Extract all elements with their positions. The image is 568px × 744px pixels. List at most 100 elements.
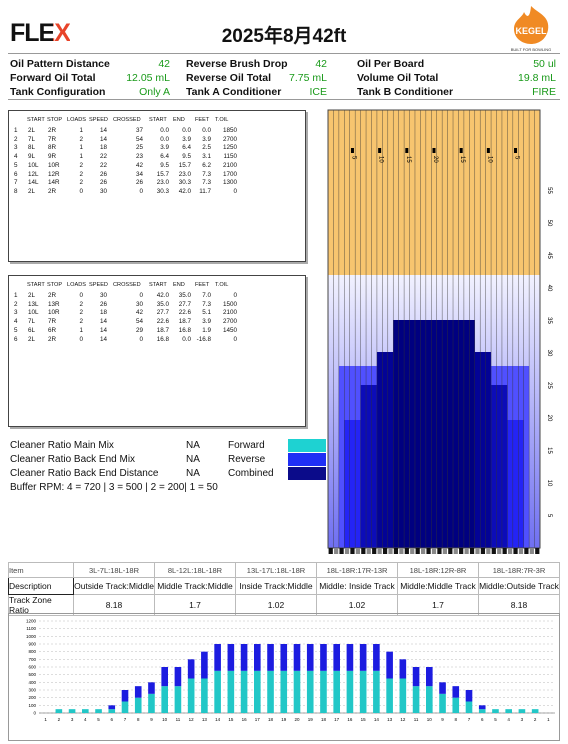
board-label: 15 bbox=[459, 156, 465, 163]
table-cell: 26 bbox=[99, 179, 107, 187]
table-cell: 6R bbox=[48, 326, 57, 334]
brand-tagline: BUILT FOR BOWLING bbox=[511, 47, 552, 52]
table-cell: 2R bbox=[48, 335, 57, 343]
table-cell: 2 bbox=[14, 300, 18, 308]
info-label: Tank B Conditioner bbox=[357, 86, 454, 98]
table-cell: 2 bbox=[14, 135, 18, 143]
bar bbox=[452, 686, 460, 698]
zone-cell: Inside Track:Middle bbox=[235, 577, 317, 595]
table-cell: 2700 bbox=[222, 135, 237, 143]
table-cell: 1850 bbox=[222, 127, 237, 134]
column-header: LOADS bbox=[67, 282, 86, 288]
oil-block bbox=[393, 320, 475, 548]
x-tick-label: 3 bbox=[71, 717, 74, 722]
x-tick-label: 9 bbox=[150, 717, 153, 722]
table-cell: 4 bbox=[14, 153, 18, 161]
table-cell: 1 bbox=[14, 292, 18, 299]
table-cell: 16.8 bbox=[178, 326, 191, 334]
foul-marker bbox=[410, 548, 415, 554]
zone-cell: 18L-18R:17R-13R bbox=[316, 562, 398, 578]
table-cell: 5.1 bbox=[202, 309, 211, 317]
board-label: 5 bbox=[350, 156, 356, 160]
table-cell: 22.6 bbox=[156, 318, 169, 326]
bar bbox=[254, 670, 261, 713]
brand-logo: KEGEL BUILT FOR BOWLING bbox=[511, 6, 552, 52]
bar bbox=[426, 686, 433, 713]
foul-marker bbox=[459, 548, 464, 554]
column-header: LOADS bbox=[67, 117, 86, 123]
x-tick-label: 14 bbox=[215, 717, 221, 722]
x-tick-label: 4 bbox=[84, 717, 87, 722]
foul-marker bbox=[377, 548, 382, 554]
y-tick-label: 400 bbox=[28, 680, 36, 685]
x-tick-label: 17 bbox=[334, 717, 340, 722]
foul-marker bbox=[339, 548, 344, 554]
table-cell: 0 bbox=[233, 187, 237, 195]
arrow-marker bbox=[459, 148, 463, 153]
table-cell: 0 bbox=[233, 292, 237, 299]
y-tick-label: 0 bbox=[33, 711, 36, 716]
bar bbox=[373, 644, 380, 671]
table-cell: -16.8 bbox=[196, 335, 211, 343]
table-cell: 27.7 bbox=[156, 309, 169, 317]
table-cell: 25 bbox=[135, 144, 143, 152]
table-cell: 0 bbox=[139, 187, 143, 195]
table-cell: 2100 bbox=[222, 309, 237, 317]
distance-label: 45 bbox=[546, 252, 552, 259]
table-cell: 23.0 bbox=[178, 170, 191, 178]
foul-marker bbox=[393, 548, 399, 554]
table-cell: 2R bbox=[48, 127, 57, 134]
board-label: 15 bbox=[405, 156, 411, 163]
legend-swatch bbox=[288, 467, 326, 480]
table-cell: 2R bbox=[48, 187, 57, 195]
table-cell: 42 bbox=[135, 161, 143, 169]
zone-cell: 1.02 bbox=[316, 594, 398, 616]
bar bbox=[492, 709, 499, 713]
x-tick-label: 7 bbox=[124, 717, 127, 722]
column-header: STOP bbox=[47, 117, 63, 123]
table-cell: 2 bbox=[79, 309, 83, 317]
table-cell: 37 bbox=[135, 127, 143, 134]
info-label: Tank Configuration bbox=[10, 86, 106, 98]
table-cell: 0 bbox=[233, 335, 237, 343]
arrow-marker bbox=[378, 148, 382, 153]
x-tick-label: 8 bbox=[137, 717, 140, 722]
column-header: CROSSED bbox=[113, 117, 141, 123]
table-cell: 2L bbox=[28, 187, 36, 195]
foul-marker bbox=[388, 548, 393, 554]
bar bbox=[227, 644, 235, 671]
table-cell: 10L bbox=[28, 161, 39, 169]
info-value: 7.75 mL bbox=[289, 72, 327, 84]
table-cell: 13L bbox=[28, 300, 39, 308]
table-cell: 35.0 bbox=[156, 300, 169, 308]
info-value: 42 bbox=[315, 58, 327, 70]
table-cell: 1 bbox=[79, 326, 83, 334]
table-cell: 54 bbox=[135, 135, 143, 143]
table-cell: 42.0 bbox=[156, 292, 169, 299]
bar bbox=[254, 644, 261, 671]
bar bbox=[320, 644, 327, 671]
table-cell: 26 bbox=[135, 179, 143, 187]
info-label: Tank A Conditioner bbox=[186, 86, 282, 98]
table-cell: 1300 bbox=[222, 179, 237, 187]
bar bbox=[439, 682, 446, 694]
bar bbox=[465, 690, 473, 702]
legend-swatch bbox=[288, 439, 326, 452]
cleaner-value: NA bbox=[186, 440, 200, 451]
foul-marker bbox=[344, 548, 350, 554]
x-tick-label: 12 bbox=[400, 717, 406, 722]
foul-marker bbox=[415, 548, 420, 554]
bar bbox=[108, 709, 116, 713]
bar bbox=[280, 644, 288, 671]
bar bbox=[465, 701, 473, 713]
info-label: Volume Oil Total bbox=[357, 72, 439, 84]
distance-label: 20 bbox=[546, 415, 552, 422]
column-header: T.OIL bbox=[215, 117, 229, 123]
zone-row: Description Outside Track:Middle Middle Tr… bbox=[8, 577, 560, 595]
x-tick-label: 19 bbox=[308, 717, 314, 722]
table-cell: 3.9 bbox=[182, 135, 191, 143]
y-tick-label: 700 bbox=[28, 657, 36, 662]
zone-cell: 18L-18R:12R-8R bbox=[397, 562, 479, 578]
table-cell: 34 bbox=[135, 170, 143, 178]
column-header: START bbox=[27, 282, 45, 288]
